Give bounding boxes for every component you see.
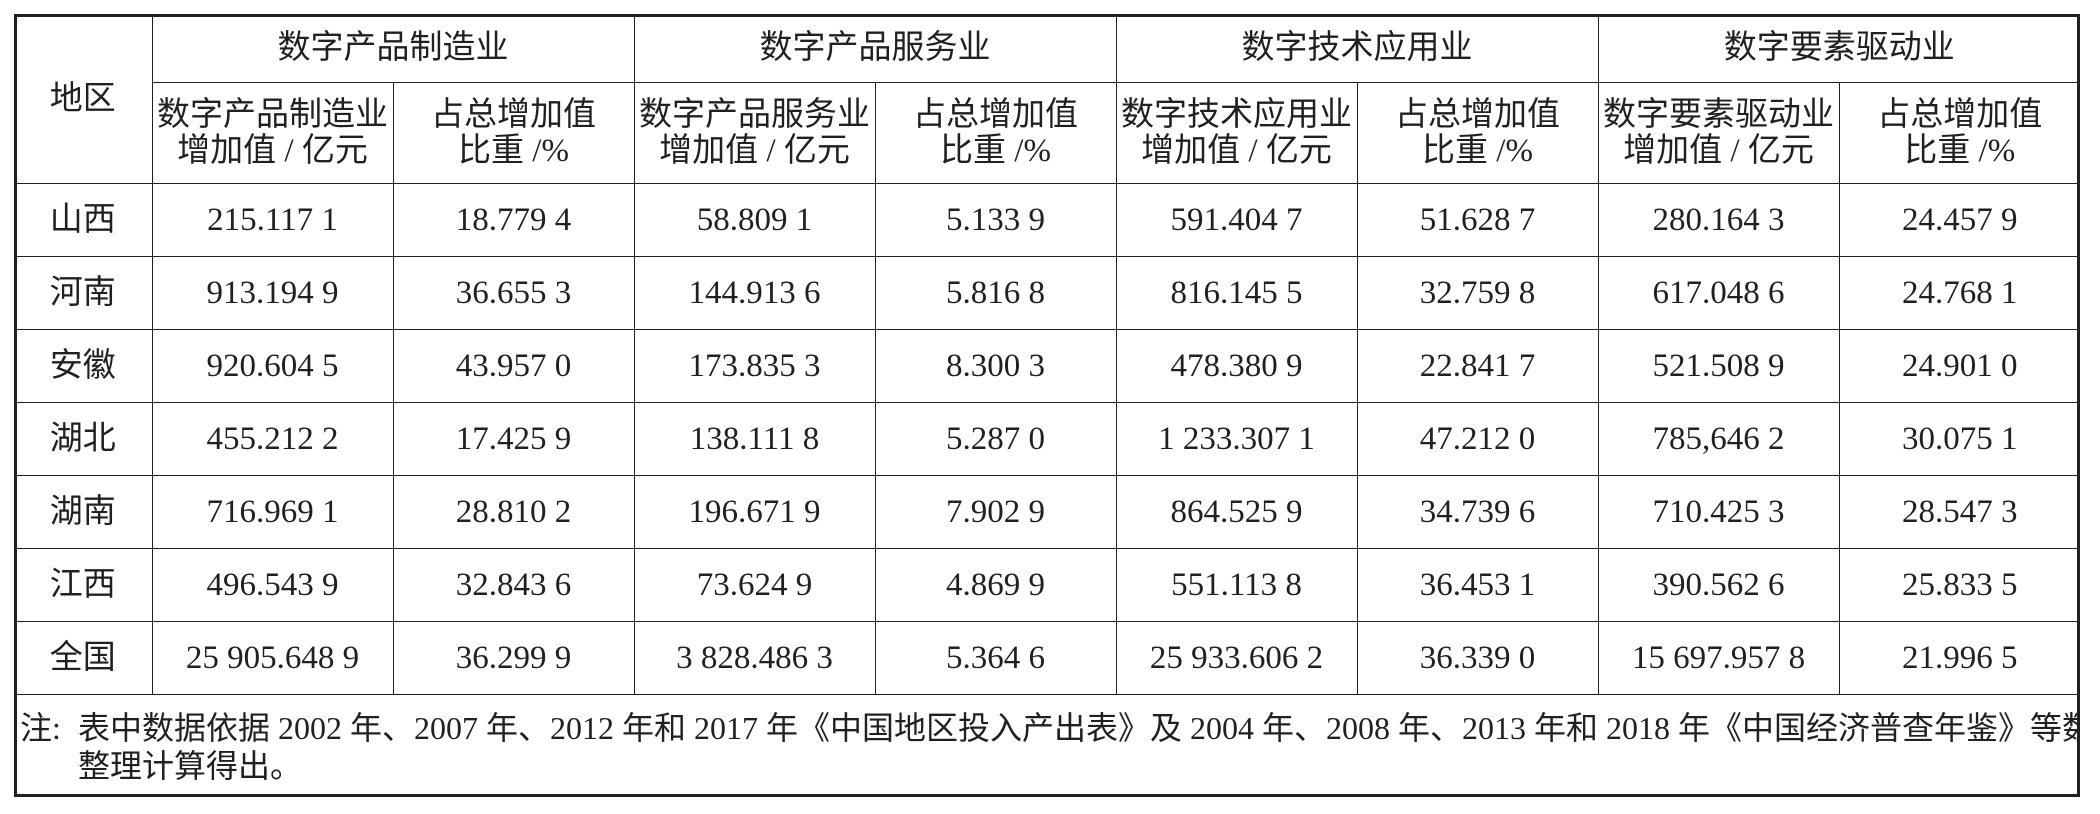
value-cell: 5.816 8: [874, 256, 1117, 330]
table-row: 山西 215.117 1 18.779 4 58.809 1 5.133 9 5…: [14, 183, 2080, 257]
value-cell: 864.525 9: [1115, 475, 1358, 549]
value-cell: 21.996 5: [1838, 621, 2080, 695]
value-cell: 32.843 6: [392, 548, 635, 622]
header-line: 增加值 / 亿元: [1141, 133, 1332, 169]
value-cell: 920.604 5: [151, 329, 394, 403]
share-header: 占总增加值 比重 /%: [1356, 82, 1599, 184]
value-cell: 43.957 0: [392, 329, 635, 403]
table-row: 湖北 455.212 2 17.425 9 138.111 8 5.287 0 …: [14, 402, 2080, 476]
header-line: 占总增加值: [1395, 97, 1560, 133]
group-header-factor-driven: 数字要素驱动业: [1597, 14, 2080, 83]
group-header-tech-application: 数字技术应用业: [1115, 14, 1599, 83]
value-added-header: 数字产品服务业 增加值 / 亿元: [633, 82, 876, 184]
value-cell: 36.453 1: [1356, 548, 1599, 622]
table-row: 安徽 920.604 5 43.957 0 173.835 3 8.300 3 …: [14, 329, 2080, 403]
region-cell: 湖南: [14, 475, 153, 549]
value-cell: 196.671 9: [633, 475, 876, 549]
table-row: 河南 913.194 9 36.655 3 144.913 6 5.816 8 …: [14, 256, 2080, 330]
value-cell: 32.759 8: [1356, 256, 1599, 330]
header-line: 数字产品制造业: [157, 97, 388, 133]
note-label: 注:: [20, 710, 61, 746]
region-cell: 河南: [14, 256, 153, 330]
header-sub-row: 数字产品制造业 增加值 / 亿元 占总增加值 比重 /% 数字产品服务业 增加值 / …: [14, 82, 2080, 184]
value-cell: 455.212 2: [151, 402, 394, 476]
region-cell: 全国: [14, 621, 153, 695]
value-cell: 47.212 0: [1356, 402, 1599, 476]
table-frame: [14, 14, 2080, 797]
value-cell: 58.809 1: [633, 183, 876, 257]
value-cell: 521.508 9: [1597, 329, 1840, 403]
header-line: 比重 /%: [1904, 133, 2016, 169]
header-line: 比重 /%: [940, 133, 1051, 169]
value-cell: 710.425 3: [1597, 475, 1840, 549]
value-cell: 25.833 5: [1838, 548, 2080, 622]
value-cell: 36.655 3: [392, 256, 635, 330]
value-cell: 22.841 7: [1356, 329, 1599, 403]
region-cell: 山西: [14, 183, 153, 257]
share-header: 占总增加值 比重 /%: [1838, 82, 2080, 184]
value-cell: 5.364 6: [874, 621, 1117, 695]
note-row: 注: 表中数据依据 2002 年、2007 年、2012 年和 2017 年《中…: [14, 694, 2080, 813]
value-cell: 24.768 1: [1838, 256, 2080, 330]
data-table: 地区 数字产品制造业 数字产品服务业 数字技术应用业 数字要素驱动业 数字产品制…: [14, 14, 2080, 813]
table-row-national: 全国 25 905.648 9 36.299 9 3 828.486 3 5.3…: [14, 621, 2080, 695]
value-cell: 785,646 2: [1597, 402, 1840, 476]
note-line: 表中数据依据 2002 年、2007 年、2012 年和 2017 年《中国地区…: [78, 710, 2080, 746]
header-line: 数字技术应用业: [1121, 97, 1352, 133]
value-cell: 617.048 6: [1597, 256, 1840, 330]
value-cell: 478.380 9: [1115, 329, 1358, 403]
header-line: 比重 /%: [458, 133, 569, 169]
value-cell: 5.133 9: [874, 183, 1117, 257]
value-cell: 138.111 8: [633, 402, 876, 476]
value-added-header: 数字技术应用业 增加值 / 亿元: [1115, 82, 1358, 184]
value-cell: 4.869 9: [874, 548, 1117, 622]
table-row: 湖南 716.969 1 28.810 2 196.671 9 7.902 9 …: [14, 475, 2080, 549]
group-header-manufacturing: 数字产品制造业: [151, 14, 635, 83]
header-line: 增加值 / 亿元: [659, 133, 850, 169]
value-cell: 280.164 3: [1597, 183, 1840, 257]
region-header: 地区: [14, 14, 153, 184]
value-added-header: 数字要素驱动业 增加值 / 亿元: [1597, 82, 1840, 184]
value-cell: 17.425 9: [392, 402, 635, 476]
note-line: 整理计算得出。: [78, 748, 303, 784]
header-line: 占总增加值: [913, 97, 1078, 133]
value-cell: 28.810 2: [392, 475, 635, 549]
value-cell: 551.113 8: [1115, 548, 1358, 622]
share-header: 占总增加值 比重 /%: [874, 82, 1117, 184]
value-cell: 390.562 6: [1597, 548, 1840, 622]
value-cell: 496.543 9: [151, 548, 394, 622]
value-cell: 591.404 7: [1115, 183, 1358, 257]
value-cell: 36.299 9: [392, 621, 635, 695]
value-cell: 30.075 1: [1838, 402, 2080, 476]
value-cell: 36.339 0: [1356, 621, 1599, 695]
value-cell: 24.901 0: [1838, 329, 2080, 403]
value-cell: 25 905.648 9: [151, 621, 394, 695]
value-cell: 73.624 9: [633, 548, 876, 622]
value-cell: 144.913 6: [633, 256, 876, 330]
header-line: 比重 /%: [1422, 133, 1533, 169]
header-line: 增加值 / 亿元: [177, 133, 368, 169]
value-cell: 3 828.486 3: [633, 621, 876, 695]
value-cell: 215.117 1: [151, 183, 394, 257]
value-cell: 716.969 1: [151, 475, 394, 549]
header-line: 增加值 / 亿元: [1623, 133, 1814, 169]
header-line: 占总增加值: [431, 97, 596, 133]
value-cell: 51.628 7: [1356, 183, 1599, 257]
header-line: 数字产品服务业: [639, 97, 870, 133]
value-cell: 7.902 9: [874, 475, 1117, 549]
value-cell: 816.145 5: [1115, 256, 1358, 330]
header-group-row: 地区 数字产品制造业 数字产品服务业 数字技术应用业 数字要素驱动业: [14, 14, 2080, 184]
share-header: 占总增加值 比重 /%: [392, 82, 635, 184]
value-cell: 8.300 3: [874, 329, 1117, 403]
header-line: 数字要素驱动业: [1603, 97, 1834, 133]
value-added-header: 数字产品制造业 增加值 / 亿元: [151, 82, 394, 184]
table-row: 江西 496.543 9 32.843 6 73.624 9 4.869 9 5…: [14, 548, 2080, 622]
table-note: 注: 表中数据依据 2002 年、2007 年、2012 年和 2017 年《中…: [14, 694, 2080, 813]
header-line: 占总增加值: [1877, 97, 2043, 133]
value-cell: 15 697.957 8: [1597, 621, 1840, 695]
note-text: 表中数据依据 2002 年、2007 年、2012 年和 2017 年《中国地区…: [78, 709, 2080, 785]
value-cell: 25 933.606 2: [1115, 621, 1358, 695]
